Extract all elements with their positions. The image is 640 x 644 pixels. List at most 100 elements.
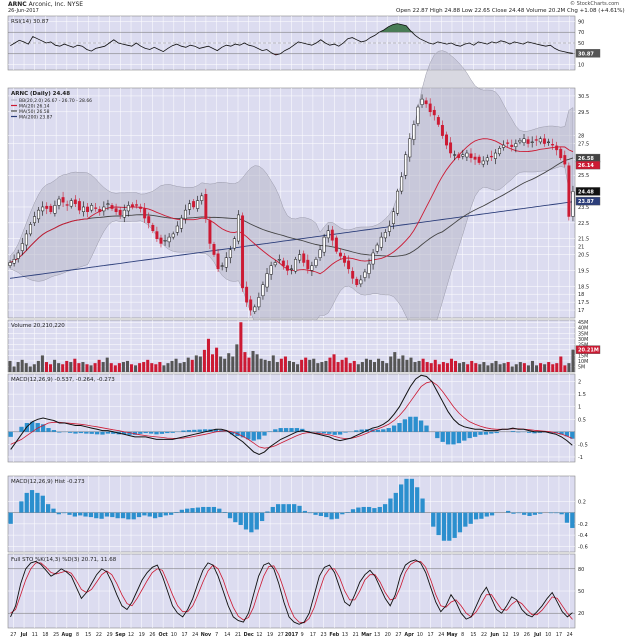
price-candle bbox=[107, 204, 109, 205]
volume-bar bbox=[308, 360, 311, 372]
macd-hist-bar bbox=[446, 432, 450, 445]
macd-hist-value-bar bbox=[153, 513, 157, 519]
price-candle bbox=[466, 153, 468, 157]
volume-bar bbox=[65, 361, 68, 372]
price-candle bbox=[539, 139, 541, 142]
price-candle bbox=[58, 199, 60, 205]
macd-hist-bar bbox=[106, 432, 110, 434]
price-candle bbox=[152, 225, 154, 231]
macd-hist-bar bbox=[257, 432, 261, 440]
quote-date: 26-Jun-2017 bbox=[8, 8, 39, 14]
volume-bar bbox=[49, 364, 52, 372]
volume-bar bbox=[462, 362, 465, 372]
price-candle bbox=[474, 157, 476, 159]
volume-bar bbox=[150, 363, 153, 372]
macd-hist-value-bar bbox=[25, 493, 29, 513]
macd-ytick: 2 bbox=[578, 380, 581, 386]
volume-bar bbox=[543, 364, 546, 372]
price-candle bbox=[347, 261, 349, 269]
macd-hist-value-bar bbox=[132, 513, 136, 520]
macd-hist-value-bar bbox=[527, 513, 531, 516]
macd-hist-value-bar bbox=[346, 512, 350, 513]
volume-bar bbox=[401, 355, 404, 372]
macd-hist-value-bar bbox=[362, 507, 366, 513]
macd-hist-bar bbox=[387, 428, 391, 432]
sto-ytick: 50 bbox=[578, 589, 584, 595]
macd-hist-bar bbox=[79, 432, 83, 433]
macd-hist-value-bar bbox=[244, 513, 248, 530]
macd-hist-bar bbox=[343, 432, 347, 433]
date-tick-label-bottom: 22 bbox=[481, 632, 487, 638]
macd-hist-bar bbox=[327, 432, 331, 434]
macd-hist-ytick: -0.2 bbox=[578, 522, 588, 528]
macd-hist-value-bar bbox=[436, 513, 440, 536]
macd-hist-value-bar bbox=[169, 513, 173, 515]
price-candle bbox=[453, 155, 455, 156]
macd-hist-value-bar bbox=[453, 513, 457, 538]
volume-bar bbox=[272, 355, 275, 372]
macd-hist-bar bbox=[289, 428, 293, 432]
price-candle bbox=[205, 194, 207, 218]
macd-hist-value-bar bbox=[148, 513, 152, 517]
macd-hist-value-bar bbox=[158, 513, 162, 518]
date-tick-label-bottom: 26 bbox=[149, 632, 155, 638]
macd-hist-bar bbox=[198, 430, 202, 432]
price-candle bbox=[184, 210, 186, 219]
macd-hist-bar bbox=[171, 432, 175, 433]
macd-hist-value-bar bbox=[67, 513, 71, 515]
volume-bar bbox=[458, 363, 461, 372]
volume-bar bbox=[276, 362, 279, 372]
price-candle bbox=[111, 205, 113, 208]
brand-label: © StockCharts.com bbox=[570, 1, 619, 7]
price-candle bbox=[33, 216, 35, 222]
macd-hist-value-bar bbox=[276, 504, 280, 512]
price-candle bbox=[17, 253, 19, 259]
price-candle bbox=[339, 253, 341, 256]
price-candle bbox=[94, 208, 96, 209]
macd-hist-value-bar bbox=[121, 513, 125, 519]
macd-hist-value-bar bbox=[110, 513, 114, 518]
macd-hist-value-bar bbox=[212, 507, 216, 513]
macd-hist-value-bar bbox=[222, 512, 226, 513]
volume-bar bbox=[353, 361, 356, 372]
macd-hist-value-bar bbox=[228, 513, 232, 519]
volume-bar bbox=[527, 365, 530, 372]
macd-hist-bar bbox=[154, 432, 158, 435]
macd-hist-value-bar bbox=[554, 513, 558, 514]
volume-bar bbox=[369, 360, 372, 372]
price-candle bbox=[356, 279, 358, 285]
macd-hist-value-bar bbox=[469, 513, 473, 524]
volume-bar bbox=[77, 363, 80, 372]
macd-hist-value-bar bbox=[351, 509, 355, 512]
volume-bar bbox=[25, 363, 28, 372]
volume-bar bbox=[397, 359, 400, 372]
volume-bar bbox=[13, 366, 16, 372]
volume-bar bbox=[474, 363, 477, 372]
volume-bar bbox=[69, 362, 72, 372]
price-candle bbox=[368, 264, 370, 274]
price-candle bbox=[400, 177, 402, 191]
macd-hist-bar bbox=[273, 429, 277, 432]
volume-bar bbox=[268, 361, 271, 372]
ticker-symbol: ARNC bbox=[8, 1, 27, 8]
date-tick-label-bottom: 24 bbox=[438, 632, 444, 638]
volume-bar bbox=[179, 363, 182, 372]
price-candle bbox=[490, 156, 492, 157]
volume-bar bbox=[264, 360, 267, 372]
macd-hist-value-bar bbox=[190, 508, 194, 513]
date-tick-label-bottom: 25 bbox=[53, 632, 59, 638]
macd-hist-bar bbox=[252, 432, 256, 441]
macd-hist-bar bbox=[149, 432, 153, 434]
date-tick-label-bottom: 27 bbox=[278, 632, 284, 638]
price-candle bbox=[551, 144, 553, 145]
macd-hist-bar bbox=[19, 427, 23, 432]
macd-hist-value-bar bbox=[415, 487, 419, 512]
volume-bar bbox=[389, 357, 392, 372]
macd-hist-value-bar bbox=[105, 513, 109, 517]
volume-bar bbox=[381, 361, 384, 372]
volume-bar bbox=[45, 362, 48, 372]
volume-bar bbox=[393, 352, 396, 372]
macd-hist-value-bar bbox=[442, 513, 446, 541]
macd-hist-bar bbox=[279, 428, 283, 432]
